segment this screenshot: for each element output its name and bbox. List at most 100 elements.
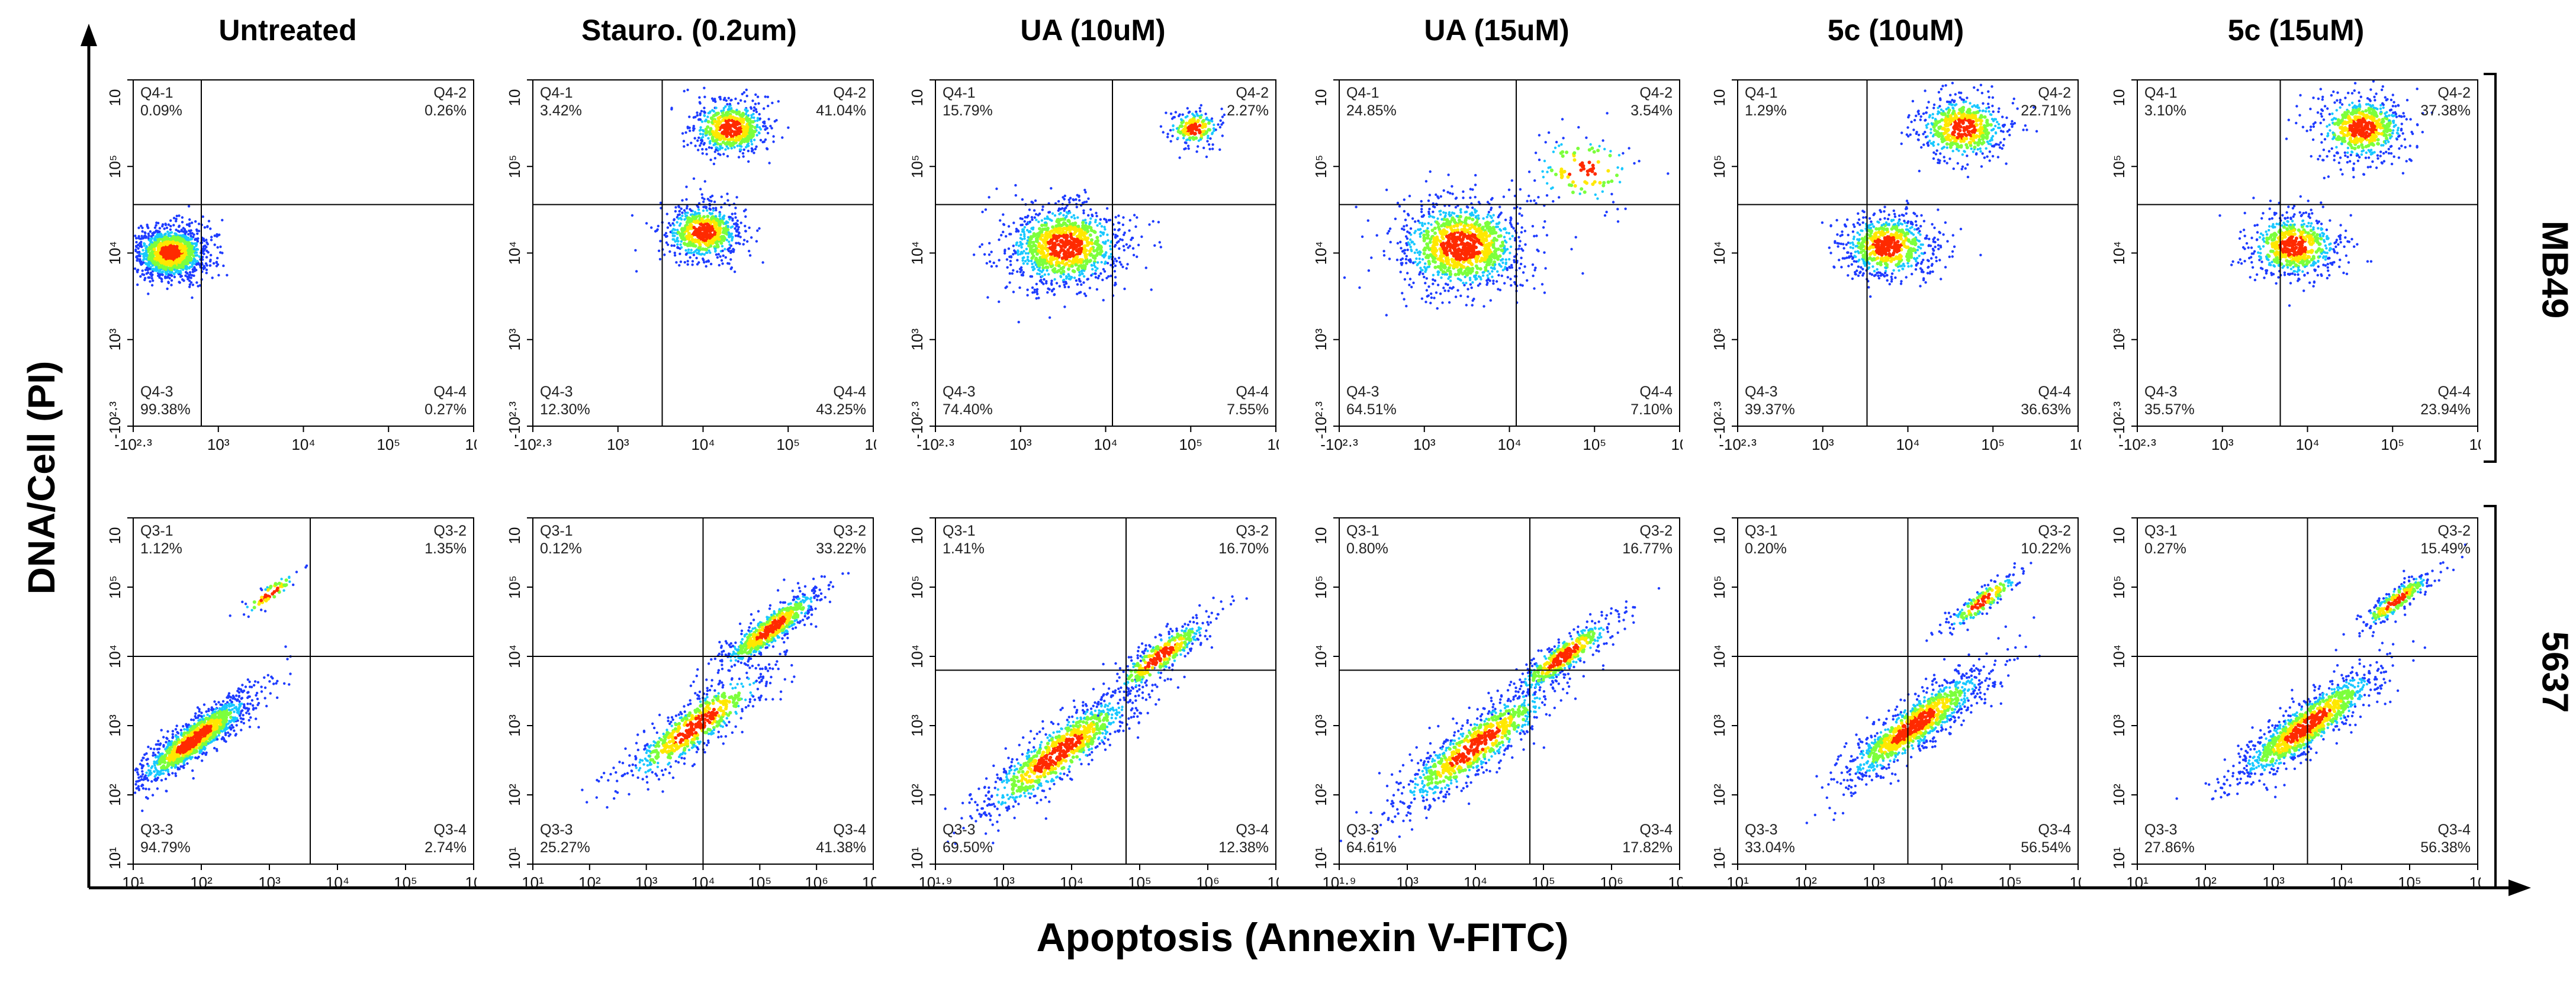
event-dot xyxy=(1388,227,1392,230)
event-dot xyxy=(1062,281,1065,284)
event-dot xyxy=(146,271,150,274)
event-dot xyxy=(175,252,179,256)
event-dot xyxy=(703,107,706,109)
event-dot xyxy=(1610,179,1614,183)
event-dot xyxy=(702,128,705,132)
event-dot xyxy=(1418,273,1421,276)
event-dot xyxy=(192,247,196,251)
event-dot xyxy=(1118,228,1121,231)
event-dot xyxy=(1037,263,1041,267)
event-dot xyxy=(1125,267,1128,270)
event-dot xyxy=(706,218,710,222)
event-dot xyxy=(724,228,728,232)
event-dot xyxy=(1123,231,1126,234)
quadrant-id-label: Q4-3 xyxy=(540,384,573,400)
event-dot xyxy=(1063,305,1066,308)
event-dot xyxy=(688,240,692,244)
event-dot xyxy=(1083,227,1087,231)
event-dot xyxy=(1448,286,1452,289)
event-dot xyxy=(1159,125,1163,128)
y-tick-label: 10 xyxy=(506,89,523,107)
event-dot xyxy=(141,230,144,233)
event-dot xyxy=(752,152,755,154)
event-dot xyxy=(1424,282,1427,285)
event-dot xyxy=(166,287,169,291)
event-dot xyxy=(687,233,691,237)
event-dot xyxy=(773,120,776,123)
event-dot xyxy=(226,273,229,277)
event-dot xyxy=(1440,276,1443,279)
event-dot xyxy=(755,124,759,127)
event-dot xyxy=(1078,199,1081,202)
event-dot xyxy=(713,98,716,101)
event-dot xyxy=(1136,216,1139,219)
event-dot xyxy=(1423,230,1426,233)
event-dot xyxy=(1171,134,1174,137)
event-dot xyxy=(1087,214,1090,217)
event-dot xyxy=(1096,224,1099,227)
panel-events xyxy=(1343,112,1670,317)
panel-mb49-1: Q4-10.09%Q4-20.26%Q4-399.38%Q4-40.27%-10… xyxy=(106,79,477,453)
event-dot xyxy=(1492,239,1496,243)
event-dot xyxy=(703,95,706,98)
event-dot xyxy=(706,120,710,124)
event-dot xyxy=(1108,255,1111,258)
event-dot xyxy=(701,136,705,138)
event-dot xyxy=(1053,293,1056,297)
event-dot xyxy=(209,259,212,262)
event-dot xyxy=(722,239,726,242)
event-dot xyxy=(751,120,755,124)
event-dot xyxy=(188,218,191,221)
event-dot xyxy=(189,229,192,232)
event-dot xyxy=(1049,265,1053,269)
event-dot xyxy=(150,235,153,238)
event-dot xyxy=(1405,242,1408,245)
event-dot xyxy=(707,249,710,252)
event-dot xyxy=(729,215,732,219)
event-dot xyxy=(1052,269,1056,273)
event-dot xyxy=(1109,247,1112,251)
event-dot xyxy=(1601,190,1604,193)
event-dot xyxy=(1213,123,1215,127)
event-dot xyxy=(1166,136,1169,138)
y-tick-label: 10³ xyxy=(908,328,926,351)
event-dot xyxy=(1031,266,1034,269)
event-dot xyxy=(1451,192,1454,195)
event-dot xyxy=(1102,268,1105,271)
event-dot xyxy=(700,217,704,221)
event-dot xyxy=(1093,256,1097,260)
event-dot xyxy=(1070,276,1073,279)
event-dot xyxy=(707,223,711,227)
event-dot xyxy=(1449,192,1452,195)
event-dot xyxy=(1424,301,1427,304)
event-dot xyxy=(150,268,153,271)
event-dot xyxy=(709,221,713,225)
event-dot xyxy=(1026,239,1029,242)
event-dot xyxy=(750,116,753,119)
panel-events xyxy=(1821,82,2038,298)
event-dot xyxy=(1046,291,1049,294)
event-dot xyxy=(187,233,190,236)
event-dot xyxy=(687,248,690,252)
event-dot xyxy=(1417,220,1420,223)
event-dot xyxy=(153,226,157,229)
event-dot xyxy=(1462,196,1465,199)
event-dot xyxy=(1488,272,1491,275)
event-dot xyxy=(1031,244,1035,248)
event-dot xyxy=(1474,183,1477,186)
event-dot xyxy=(705,207,707,210)
event-dot xyxy=(202,268,205,270)
event-dot xyxy=(1487,244,1491,249)
event-dot xyxy=(164,257,168,260)
event-dot xyxy=(671,231,674,235)
event-dot xyxy=(758,117,762,120)
event-dot xyxy=(221,218,224,222)
event-dot xyxy=(158,230,161,233)
event-dot xyxy=(735,222,738,225)
event-dot xyxy=(191,268,194,271)
event-dot xyxy=(725,128,729,132)
event-dot xyxy=(744,100,747,103)
column-title-untreated: Untreated xyxy=(218,14,357,47)
event-dot xyxy=(1021,259,1024,262)
